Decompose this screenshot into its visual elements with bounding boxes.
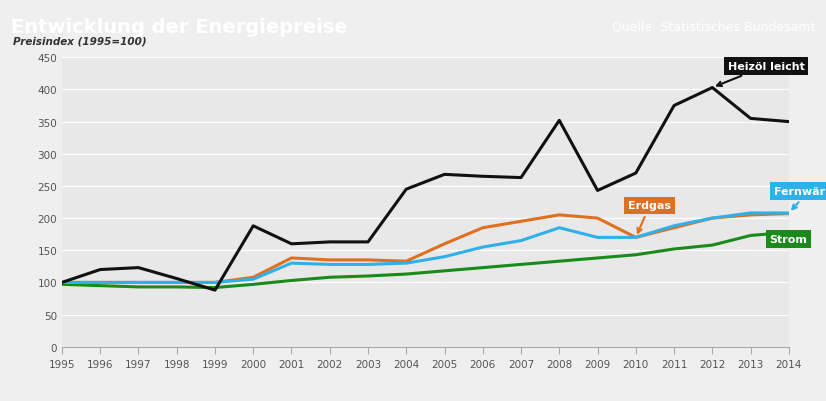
Text: Fernwärme: Fernwärme (773, 187, 826, 210)
Text: Erdgas: Erdgas (628, 201, 672, 233)
Text: Heizöl leicht: Heizöl leicht (717, 62, 805, 87)
Text: Preisindex (1995=100): Preisindex (1995=100) (12, 36, 146, 47)
Text: Quelle: Statistisches Bundesamt: Quelle: Statistisches Bundesamt (612, 20, 815, 34)
Text: Entwicklung der Energiepreise: Entwicklung der Energiepreise (11, 18, 348, 36)
Text: Strom: Strom (770, 234, 808, 244)
